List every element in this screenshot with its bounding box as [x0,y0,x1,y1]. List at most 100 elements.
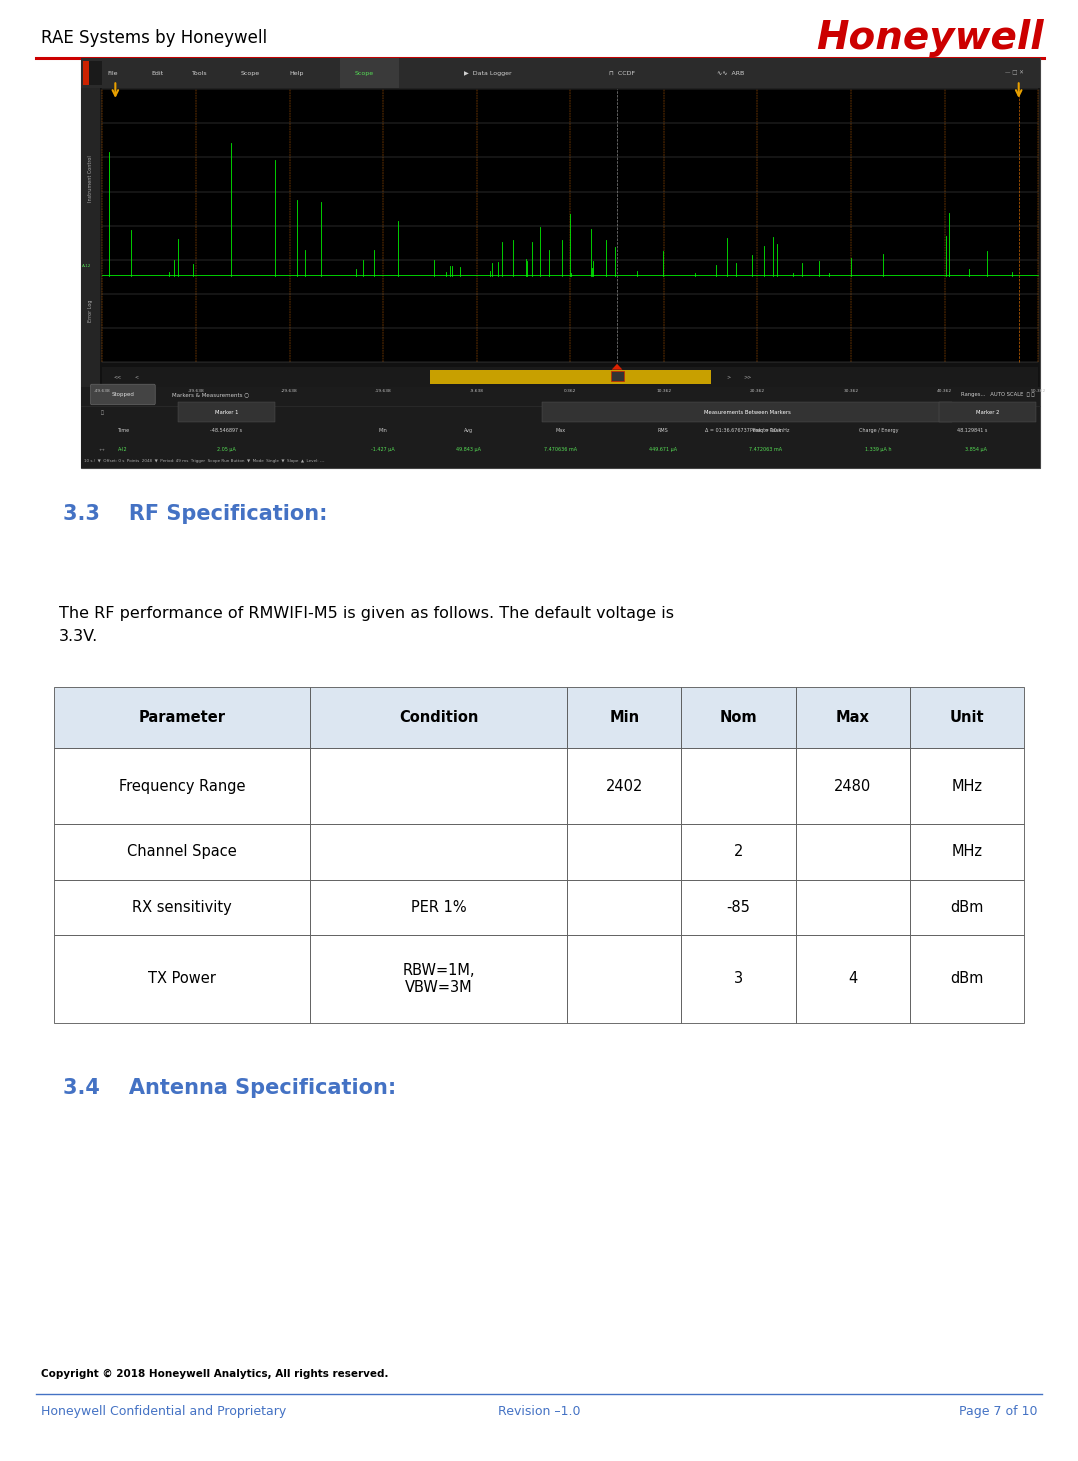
Bar [910,935,1024,1023]
Bar [567,687,681,748]
Polygon shape [611,364,622,370]
Text: Scope: Scope [240,70,260,76]
Text: Channel Space: Channel Space [127,844,237,859]
Text: -9.638: -9.638 [470,389,484,393]
Bar [83,61,89,85]
Text: Min: Min [609,710,639,725]
Text: 0.362: 0.362 [564,389,577,393]
Text: 10 s /  ▼  Offset: 0 s  Points  2048  ▼  Period: 49 ms  Trigger  Scope Run Butto: 10 s / ▼ Offset: 0 s Points 2048 ▼ Perio… [84,459,324,463]
Text: 449.671 μA: 449.671 μA [649,447,677,453]
Bar [796,935,910,1023]
Bar [681,880,796,935]
Text: Markers & Measurements ○: Markers & Measurements ○ [172,392,249,397]
Text: Max: Max [835,710,870,725]
Text: <<: << [113,374,122,380]
Text: 3.3    RF Specification:: 3.3 RF Specification: [63,504,327,524]
Text: 7.472063 mA: 7.472063 mA [749,447,782,453]
Text: Revision –1.0: Revision –1.0 [498,1405,580,1419]
Text: Honeywell Confidential and Proprietary: Honeywell Confidential and Proprietary [41,1405,287,1419]
Bar [542,402,952,422]
Text: Edit: Edit [151,70,163,76]
Text: 2.05 μA: 2.05 μA [217,447,236,453]
Bar [939,402,1036,422]
Text: MHz: MHz [952,779,982,793]
Text: Unit: Unit [950,710,984,725]
Bar [81,58,1040,468]
Bar [54,935,310,1023]
Text: MHz: MHz [952,844,982,859]
Text: Frequency Range: Frequency Range [119,779,246,793]
Bar [310,687,567,748]
Bar [910,687,1024,748]
Text: Avg: Avg [465,428,473,434]
Bar [567,748,681,824]
Text: Δ = 01:36.676737  Freq = 10 mHz: Δ = 01:36.676737 Freq = 10 mHz [705,428,789,434]
Bar [310,824,567,880]
Text: 50.362: 50.362 [1031,389,1046,393]
Text: Condition: Condition [399,710,479,725]
Text: File: File [108,70,119,76]
Bar [910,748,1024,824]
Text: Parameter: Parameter [139,710,225,725]
Text: Page 7 of 10: Page 7 of 10 [958,1405,1037,1419]
Bar [681,935,796,1023]
Text: 7.470636 mA: 7.470636 mA [544,447,577,453]
Text: Honeywell: Honeywell [816,19,1044,57]
Text: A-I2: A-I2 [118,447,127,453]
Text: Max: Max [555,428,566,434]
Bar [81,387,1040,468]
Text: -29.638: -29.638 [281,389,298,393]
Text: 10.362: 10.362 [657,389,672,393]
Bar [430,370,710,384]
Text: RBW=1M,
VBW=3M: RBW=1M, VBW=3M [402,963,475,995]
Text: Error Log: Error Log [88,300,93,321]
Bar [910,824,1024,880]
Text: Tools: Tools [192,70,207,76]
Bar [681,824,796,880]
Bar [567,880,681,935]
Bar [910,880,1024,935]
Text: 2: 2 [734,844,743,859]
Text: Peak to Peak: Peak to Peak [750,428,780,434]
Text: Marker 1: Marker 1 [215,409,238,415]
Bar [81,58,1040,88]
Text: 20.362: 20.362 [750,389,765,393]
Bar [54,880,310,935]
Text: ∿∿  ARB: ∿∿ ARB [717,70,744,76]
Bar [796,824,910,880]
Text: Scope: Scope [355,70,374,76]
Text: PER 1%: PER 1% [411,900,467,915]
Bar [54,824,310,880]
Text: >>: >> [743,374,751,380]
Bar [102,89,1038,362]
Text: 40.362: 40.362 [937,389,952,393]
Text: Nom: Nom [720,710,757,725]
Text: ⊓  CCDF: ⊓ CCDF [609,70,635,76]
Bar [102,367,1038,387]
Text: dBm: dBm [951,900,983,915]
Text: -48.546897 s: -48.546897 s [210,428,243,434]
Bar [567,824,681,880]
Text: -49.638: -49.638 [94,389,111,393]
Bar [340,58,399,88]
Text: -1.427 μA: -1.427 μA [371,447,395,453]
Text: — □ ✕: — □ ✕ [1005,70,1024,76]
Text: Marker 2: Marker 2 [976,409,999,415]
Bar [310,748,567,824]
Text: TX Power: TX Power [149,972,216,986]
Text: -85: -85 [727,900,750,915]
Text: Min: Min [378,428,387,434]
Text: Charge / Energy: Charge / Energy [859,428,898,434]
Text: RX sensitivity: RX sensitivity [133,900,232,915]
Text: 49.843 μA: 49.843 μA [456,447,482,453]
Text: Measurements Between Markers: Measurements Between Markers [704,409,790,415]
Bar [567,935,681,1023]
Bar [796,748,910,824]
Text: ++: ++ [99,449,106,451]
Text: 3: 3 [734,972,743,986]
Bar [83,61,102,85]
Text: >: > [727,374,731,380]
Text: 3.854 μA: 3.854 μA [966,447,987,453]
Bar [178,402,275,422]
FancyBboxPatch shape [91,384,155,405]
